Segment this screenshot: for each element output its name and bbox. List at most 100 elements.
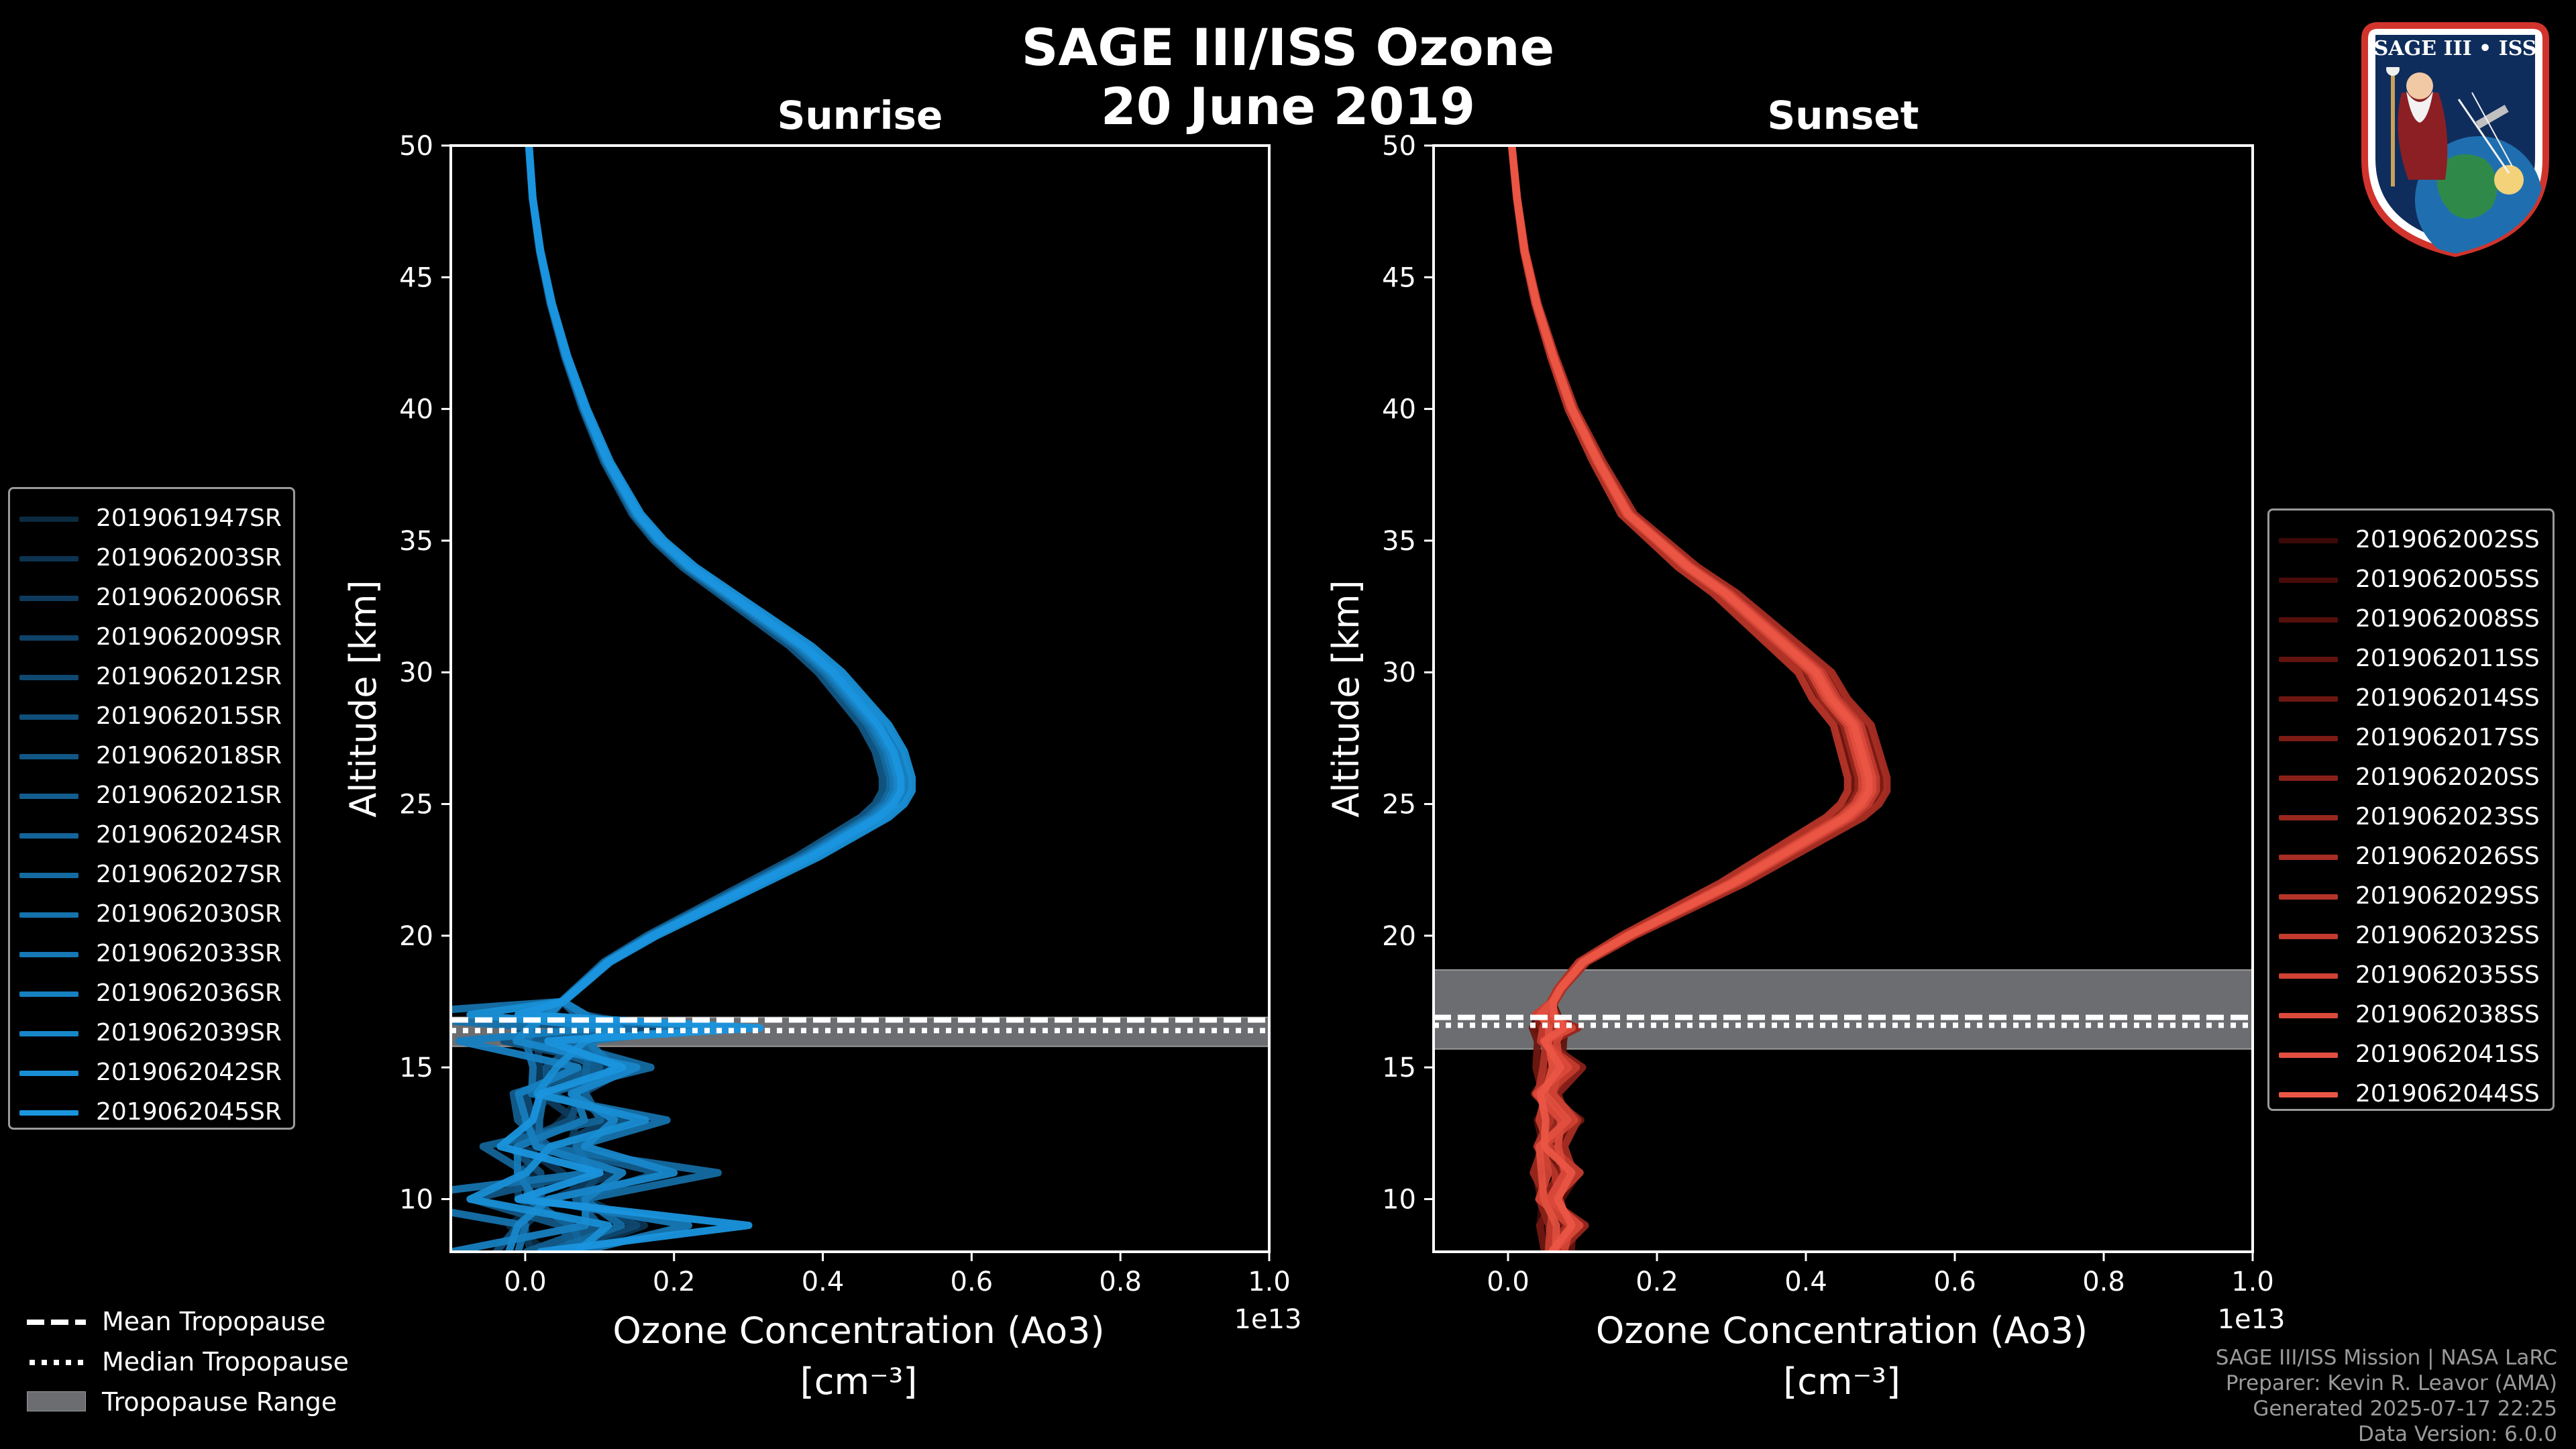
chart-title-line1: SAGE III/ISS Ozone <box>1021 17 1555 77</box>
sunset-legend-item: 2019062023SS <box>2269 797 2553 837</box>
sunrise-legend-label: 2019062045SR <box>96 1098 282 1126</box>
sunset-legend-item: 2019062020SS <box>2269 757 2553 797</box>
sunrise-ytick-label: 40 <box>399 394 433 425</box>
sunrise-legend-swatch <box>19 833 78 839</box>
sunset-legend-item: 2019062026SS <box>2269 837 2553 876</box>
sunset-legend-swatch <box>2279 736 2338 741</box>
sunset-xtick-label: 1.0 <box>2231 1267 2274 1297</box>
sunrise-legend-item: 2019062039SR <box>10 1013 293 1053</box>
sunrise-plot-area <box>451 146 1269 1252</box>
sunrise-legend-item: 2019062036SR <box>10 973 293 1013</box>
sunset-xtick-label: 0.0 <box>1487 1267 1529 1297</box>
sunrise-x-axis-units: [cm⁻³] <box>800 1360 918 1403</box>
sunrise-legend-item: 2019061947SR <box>10 498 293 538</box>
sunset-legend-label: 2019062026SS <box>2355 843 2540 870</box>
sunset-legend-swatch <box>2279 934 2338 939</box>
sunrise-legend-swatch <box>19 635 78 641</box>
sunrise-legend-label: 2019062021SR <box>96 782 282 809</box>
sunrise-legend-label: 2019062003SR <box>96 544 282 572</box>
sunrise-xtick-label: 0.6 <box>951 1267 994 1297</box>
sunrise-legend-swatch <box>19 714 78 720</box>
sunset-legend-item: 2019062008SS <box>2269 599 2553 639</box>
sunset-legend-swatch <box>2279 775 2338 781</box>
sunrise-legend-swatch <box>19 517 78 522</box>
sunrise-legend-label: 2019062012SR <box>96 663 282 690</box>
sunrise-legend-item: 2019062021SR <box>10 775 293 815</box>
chart-title-line2: 20 June 2019 <box>1100 76 1476 136</box>
sunrise-xtick-label: 0.0 <box>504 1267 547 1297</box>
sunset-legend-label: 2019062008SS <box>2355 605 2540 633</box>
sunrise-legend-label: 2019062027SR <box>96 861 282 888</box>
sunrise-legend-label: 2019062006SR <box>96 584 282 611</box>
footer-generated: Generated 2025-07-17 22:25 <box>2253 1397 2557 1421</box>
sunset-ytick-label: 50 <box>1382 131 1416 162</box>
sunrise-ytick-label: 15 <box>399 1053 433 1083</box>
sunrise-panel: 0.0 0.2 0.4 0.6 0.8 1.0 10 15 20 25 30 35 40 45 50 Sunr… <box>342 93 1301 1403</box>
sunset-legend-item: 2019062044SS <box>2269 1074 2553 1114</box>
sunset-legend-label: 2019062044SS <box>2355 1080 2540 1108</box>
sunrise-ytick-label: 50 <box>399 131 433 162</box>
sunrise-ytick-label: 20 <box>399 921 433 952</box>
mean-tropopause-label: Mean Tropopause <box>102 1307 326 1336</box>
sunset-legend-swatch <box>2279 855 2338 860</box>
sunrise-series-2019062030SR <box>451 146 905 1252</box>
sunrise-legend-item: 2019062042SR <box>10 1053 293 1092</box>
sunset-ytick-label: 45 <box>1382 262 1416 293</box>
sunrise-ytick-label: 25 <box>399 790 433 820</box>
sunset-legend-swatch <box>2279 657 2338 662</box>
sunrise-legend-swatch <box>19 1071 78 1076</box>
sunset-legend-label: 2019062014SS <box>2355 684 2540 712</box>
sunrise-legend-swatch <box>19 556 78 561</box>
sunset-legend-item: 2019062041SS <box>2269 1034 2553 1074</box>
sunset-plot-area <box>1434 146 2253 1252</box>
sunset-legend-swatch <box>2279 538 2338 543</box>
sunset-legend-item: 2019062035SS <box>2269 955 2553 995</box>
sunset-legend-swatch <box>2279 617 2338 623</box>
sunrise-legend-label: 2019062024SR <box>96 821 282 849</box>
sunset-axes-frame <box>1432 144 2254 1253</box>
sunrise-legend-swatch <box>19 794 78 799</box>
sunset-legend-label: 2019062035SS <box>2355 961 2540 989</box>
sunset-ytick-label: 25 <box>1382 790 1416 820</box>
sunrise-legend-swatch <box>19 596 78 601</box>
sunrise-axes-frame <box>449 144 1271 1253</box>
sunset-legend-swatch <box>2279 578 2338 583</box>
sunset-offset-text: 1e13 <box>2218 1304 2286 1335</box>
sunrise-legend-item: 2019062015SR <box>10 696 293 736</box>
footer-credits: SAGE III/ISS Mission | NASA LaRC Prepare… <box>2216 1345 2557 1447</box>
sunrise-legend-item: 2019062030SR <box>10 894 293 934</box>
sunrise-legend-label: 2019061947SR <box>96 504 282 532</box>
sunset-legend-item: 2019062032SS <box>2269 916 2553 955</box>
sunrise-legend-item: 2019062009SR <box>10 617 293 657</box>
sunrise-ytick-label: 30 <box>399 657 433 688</box>
sunset-ytick-label: 40 <box>1382 394 1416 425</box>
sunset-legend-swatch <box>2279 1053 2338 1058</box>
sunset-xtick-label: 0.2 <box>1635 1267 1678 1297</box>
sunrise-legend-label: 2019062030SR <box>96 900 282 928</box>
sunset-legend-label: 2019062017SS <box>2355 724 2540 751</box>
sunset-legend-swatch <box>2279 815 2338 820</box>
sunset-legend-item: 2019062011SS <box>2269 639 2553 678</box>
sunset-legend-label: 2019062038SS <box>2355 1001 2540 1028</box>
sunset-y-axis-label: Altitude [km] <box>1325 580 1367 817</box>
sunrise-panel-title: Sunrise <box>777 93 943 138</box>
logo-top-text: SAGE III • ISS <box>2374 37 2537 60</box>
sunrise-legend-swatch <box>19 873 78 878</box>
sunrise-legend-swatch <box>19 754 78 759</box>
sunrise-legend-item: 2019062033SR <box>10 934 293 973</box>
sunset-series-2019062044SS <box>1508 146 1873 1252</box>
sunrise-series-2019062045SR <box>496 146 905 1252</box>
sunset-legend-label: 2019062002SS <box>2355 526 2540 553</box>
sunset-panel-title: Sunset <box>1768 93 1919 138</box>
sunset-legend-label: 2019062005SS <box>2355 566 2540 593</box>
median-tropopause-label: Median Tropopause <box>102 1347 349 1377</box>
sunrise-ytick-label: 35 <box>399 526 433 557</box>
sunrise-xtick-label: 0.4 <box>802 1267 845 1297</box>
sunrise-legend-swatch <box>19 912 78 918</box>
sunrise-legend-swatch <box>19 1110 78 1116</box>
tropopause-range-label: Tropopause Range <box>102 1387 337 1417</box>
sunset-legend-label: 2019062023SS <box>2355 803 2540 830</box>
sunrise-legend-item: 2019062045SR <box>10 1092 293 1132</box>
sunset-legend-item: 2019062038SS <box>2269 995 2553 1034</box>
sunrise-ytick-label: 10 <box>399 1184 433 1215</box>
